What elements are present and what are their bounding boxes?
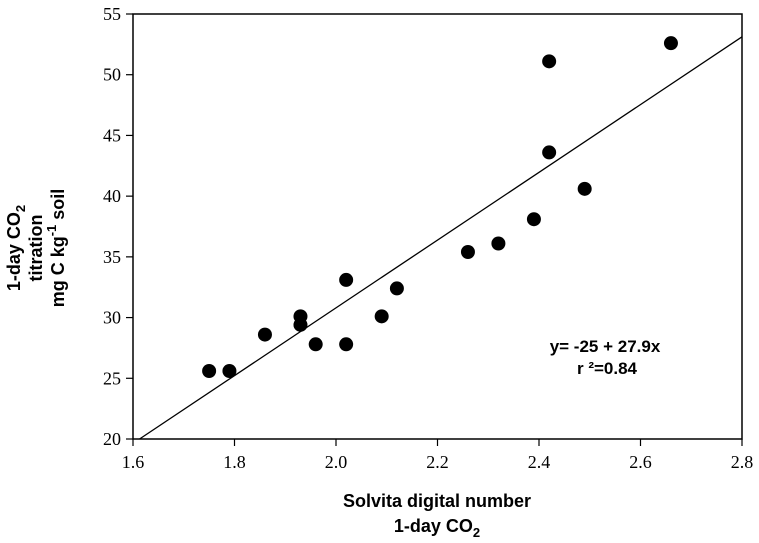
x-axis-title-line1: Solvita digital number	[343, 491, 531, 511]
data-point	[542, 54, 557, 69]
y-tick-label: 35	[103, 247, 121, 267]
y-tick-label: 20	[103, 429, 121, 449]
y-axis-title-line1-main: 1-day CO	[4, 212, 24, 291]
x-tick-label: 2.8	[731, 452, 754, 472]
plot-area-frame	[132, 13, 743, 440]
data-point	[293, 317, 308, 332]
y-axis-title-line1-sub: 2	[13, 205, 28, 212]
data-point	[577, 181, 592, 196]
y-axis-title-line3-sup: -1	[44, 225, 59, 237]
r-squared-label: r ²=0.84	[577, 359, 638, 378]
y-axis-title-line2: titration	[26, 215, 46, 282]
x-axis-title-main: 1-day CO	[394, 516, 473, 536]
data-point	[339, 337, 354, 352]
data-point	[491, 236, 506, 251]
data-point	[222, 364, 237, 378]
data-point	[663, 36, 678, 51]
axis-ticks: 1.6 1.8 2.0 2.2 2.4 2.6 2.8 20 25 30 35 40 45 50 55	[103, 4, 753, 472]
y-tick-label: 40	[103, 186, 121, 206]
data-point	[257, 327, 272, 342]
x-tick-label: 2.0	[325, 452, 348, 472]
x-tick-label: 1.8	[223, 452, 246, 472]
y-tick-label: 30	[103, 308, 121, 328]
regression-equation: y= -25 + 27.9x	[550, 337, 661, 356]
x-tick-label: 2.4	[528, 452, 551, 472]
data-point	[389, 281, 404, 296]
data-point	[202, 364, 217, 378]
data-points	[202, 36, 678, 378]
y-axis-title-line3-end: soil	[48, 189, 68, 225]
x-tick-label: 1.6	[122, 452, 145, 472]
regression-line	[139, 36, 743, 440]
data-point	[526, 212, 541, 227]
x-tick-label: 2.6	[629, 452, 652, 472]
x-axis-title-sub: 2	[473, 525, 480, 540]
y-axis-title-line3: mg C kg-1 soil	[44, 189, 68, 308]
data-point	[374, 309, 389, 324]
fit-line-layer	[139, 36, 743, 440]
data-point	[308, 337, 323, 352]
y-axis-title: 1-day CO2 titration mg C kg-1 soil	[4, 189, 68, 308]
data-point	[339, 272, 354, 287]
y-tick-label: 25	[103, 368, 121, 388]
data-point	[542, 145, 557, 160]
data-point	[460, 245, 475, 259]
y-tick-label: 45	[103, 125, 121, 145]
y-tick-label: 50	[103, 65, 121, 85]
y-axis-title-line3-main: mg C kg	[48, 236, 68, 307]
x-axis-title-line2: 1-day CO2	[394, 516, 480, 540]
x-tick-label: 2.2	[426, 452, 449, 472]
y-axis-title-line1: 1-day CO2	[4, 205, 28, 291]
y-tick-label: 55	[103, 4, 121, 24]
